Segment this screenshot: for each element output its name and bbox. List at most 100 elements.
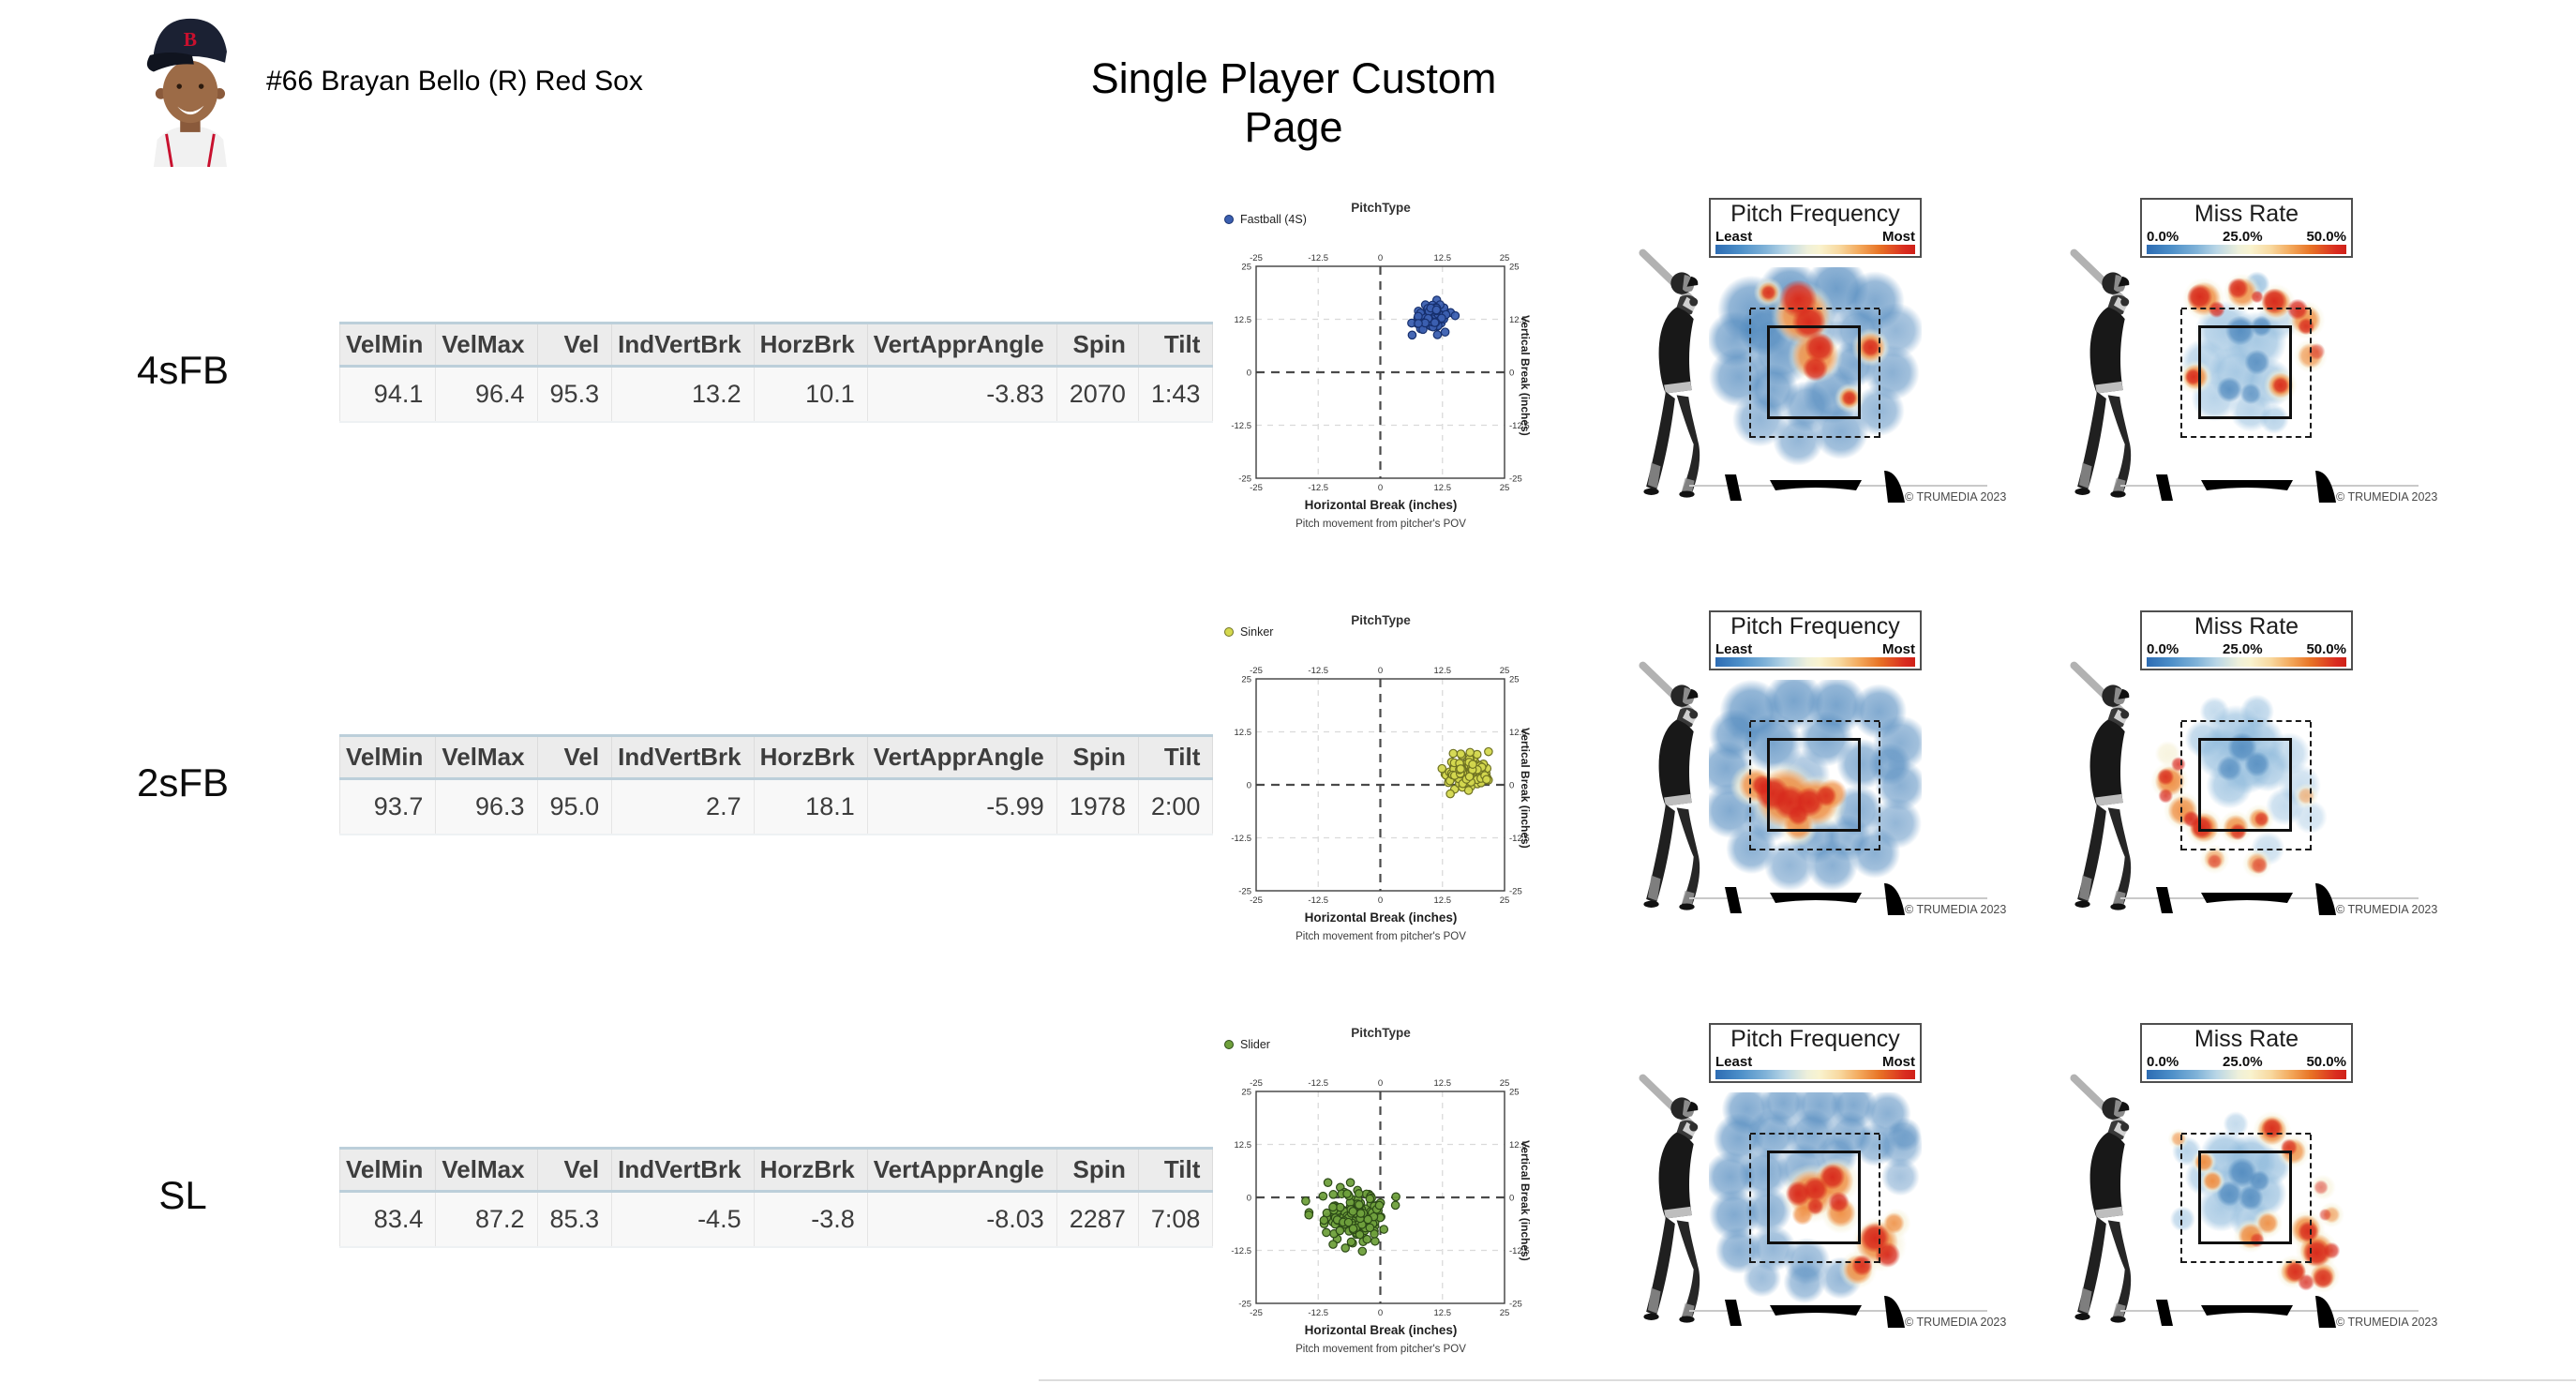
player-name: #66 Brayan Bello (R) Red Sox: [266, 66, 643, 97]
pitch-frequency-heatmap: [1709, 680, 1922, 891]
pitch-movement-chart-sl: PitchType Slider -25 -25 -25 -25 -12.5 -12.5-…: [1219, 1022, 1575, 1367]
svg-text:-12.5: -12.5: [1308, 1078, 1328, 1089]
table-row: 94.1 96.4 95.3 13.2 10.1 -3.83 2070 1:43: [338, 366, 1214, 423]
col-velmin: VelMin: [338, 322, 437, 368]
col-tilt: Tilt: [1137, 322, 1214, 368]
heatmap-legend-box: Miss Rate 0.0% 25.0% 50.0%: [2140, 1023, 2353, 1083]
heatmap-color-scale: [2147, 657, 2346, 667]
col-vel: Vel: [536, 734, 613, 780]
svg-text:0: 0: [1247, 781, 1251, 791]
scale-most: Most: [1882, 641, 1915, 657]
shadow-zone-top: [2181, 1133, 2311, 1135]
cell-indvertbrk: 2.7: [611, 778, 755, 835]
y-axis-label: Vertical Break (inches): [1519, 727, 1532, 849]
shadow-zone-right: [1879, 1135, 1880, 1263]
svg-text:-12.5: -12.5: [1509, 1246, 1530, 1256]
scale-50: 50.0%: [2306, 641, 2346, 657]
scale-labels: 0.0% 25.0% 50.0%: [2147, 641, 2346, 657]
page-title: Single Player Custom Page: [1090, 54, 1497, 151]
col-velmin: VelMin: [338, 734, 437, 780]
svg-text:0: 0: [1378, 895, 1383, 906]
heatmap-title: Pitch Frequency: [1730, 201, 1900, 227]
svg-text:25: 25: [1500, 895, 1510, 906]
svg-text:-12.5: -12.5: [1308, 253, 1328, 263]
pitch-movement-chart-4sfb: PitchType Fastball (4S) -25 -25 -25 -25 -12.…: [1219, 197, 1575, 542]
col-vel: Vel: [536, 322, 613, 368]
table-row: 83.4 87.2 85.3 -4.5 -3.8 -8.03 2287 7:08: [338, 1191, 1214, 1248]
col-vertapprangle: VertApprAngle: [866, 322, 1057, 368]
svg-text:-25: -25: [1250, 483, 1263, 493]
svg-text:-25: -25: [1250, 895, 1263, 906]
legend-dot: [1224, 627, 1234, 637]
home-plate: [2064, 1294, 2420, 1331]
col-indvertbrk: IndVertBrk: [611, 734, 755, 780]
scale-50: 50.0%: [2306, 1054, 2346, 1070]
scale-25: 25.0%: [2223, 1054, 2263, 1070]
shadow-zone-right: [2310, 309, 2312, 438]
svg-text:25: 25: [1241, 263, 1251, 273]
svg-text:12.5: 12.5: [1235, 728, 1252, 738]
batter-silhouette: [1635, 654, 1721, 916]
scale-most: Most: [1882, 229, 1915, 245]
svg-text:0: 0: [1378, 1078, 1383, 1089]
svg-text:0: 0: [1378, 483, 1383, 493]
cell-vel: 85.3: [536, 1191, 613, 1248]
col-tilt: Tilt: [1137, 734, 1214, 780]
svg-text:25: 25: [1500, 1078, 1510, 1089]
svg-text:0: 0: [1247, 1194, 1251, 1204]
cell-velmax: 96.3: [435, 778, 538, 835]
strike-zone: [1767, 325, 1861, 419]
shadow-zone-top: [1750, 720, 1880, 722]
table-header-row: VelMin VelMax Vel IndVertBrk HorzBrk Ver…: [338, 1147, 1214, 1193]
batter-silhouette: [1635, 1066, 1721, 1329]
shadow-zone-left: [1749, 1135, 1751, 1263]
col-spin: Spin: [1056, 322, 1139, 368]
col-vertapprangle: VertApprAngle: [866, 734, 1057, 780]
svg-text:-12.5: -12.5: [1231, 421, 1251, 431]
shadow-zone-bottom: [2181, 849, 2311, 850]
heatmap-color-scale: [1715, 657, 1915, 667]
svg-text:25: 25: [1509, 1088, 1520, 1098]
miss-rate-panel-sl: Miss Rate 0.0% 25.0% 50.0% © TRUMEDIA 20…: [2064, 1017, 2437, 1338]
svg-text:-25: -25: [1238, 1300, 1251, 1310]
shadow-zone-right: [2310, 722, 2312, 850]
svg-text:12.5: 12.5: [1235, 315, 1252, 325]
heatmap-title: Miss Rate: [2194, 201, 2299, 227]
svg-text:-12.5: -12.5: [1308, 895, 1328, 906]
pitch-frequency-heatmap: [1709, 1092, 1922, 1303]
cell-spin: 2287: [1056, 1191, 1139, 1248]
cell-vel: 95.3: [536, 366, 613, 423]
col-velmax: VelMax: [435, 734, 538, 780]
svg-text:-25: -25: [1509, 887, 1522, 897]
shadow-zone-left: [2180, 722, 2182, 850]
heatmap-color-scale: [2147, 1070, 2346, 1079]
svg-text:-12.5: -12.5: [1308, 1308, 1328, 1318]
cell-vertapprangle: -8.03: [866, 1191, 1057, 1248]
svg-text:-25: -25: [1250, 1308, 1263, 1318]
trumedia-credit: © TRUMEDIA 2023: [2336, 1316, 2438, 1329]
x-axis-label: Horizontal Break (inches): [1304, 910, 1458, 925]
pitch-row-label-sl: SL: [158, 1173, 207, 1217]
miss-rate-panel-2sfb: Miss Rate 0.0% 25.0% 50.0% © TRUMEDIA 20…: [2064, 605, 2437, 925]
cell-vertapprangle: -3.83: [866, 366, 1057, 423]
trumedia-credit: © TRUMEDIA 2023: [1905, 903, 2007, 916]
svg-text:25: 25: [1241, 675, 1251, 685]
batter-silhouette: [2066, 1066, 2152, 1329]
scale-least: Least: [1715, 229, 1753, 245]
pitch-frequency-panel-sl: Pitch Frequency Least Most © TRUMEDIA 20…: [1633, 1017, 2006, 1338]
svg-text:12.5: 12.5: [1509, 1140, 1527, 1151]
cell-indvertbrk: 13.2: [611, 366, 755, 423]
legend: Slider: [1224, 1038, 1270, 1051]
home-plate: [1633, 881, 1989, 919]
scale-least: Least: [1715, 1054, 1753, 1070]
trumedia-credit: © TRUMEDIA 2023: [2336, 490, 2438, 504]
svg-text:12.5: 12.5: [1509, 728, 1527, 738]
svg-text:25: 25: [1241, 1088, 1251, 1098]
heatmap-color-scale: [1715, 245, 1915, 254]
svg-text:-25: -25: [1509, 474, 1522, 485]
col-horzbrk: HorzBrk: [753, 1147, 868, 1193]
svg-text:-12.5: -12.5: [1308, 666, 1328, 676]
shadow-zone-bottom: [2181, 436, 2311, 438]
trumedia-credit: © TRUMEDIA 2023: [1905, 1316, 2007, 1329]
